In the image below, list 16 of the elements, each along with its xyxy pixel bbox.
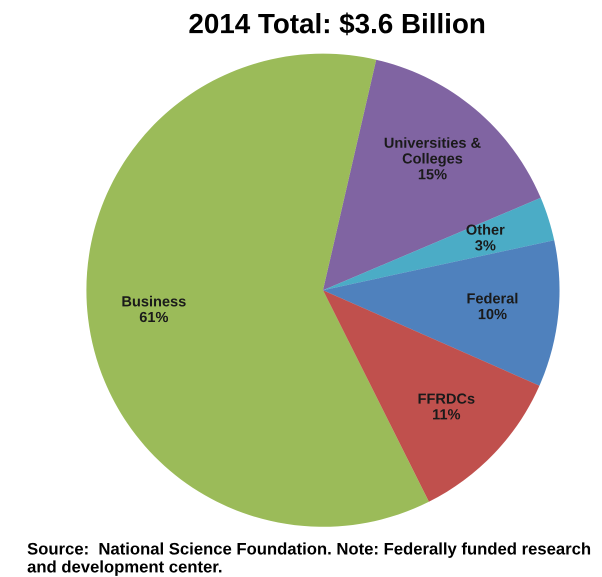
slice-label: FFRDCs xyxy=(418,393,474,404)
data-label: 11% xyxy=(433,409,460,420)
data-label: 61% xyxy=(140,312,168,322)
slice-label: Universities & Colleges xyxy=(384,137,481,167)
pie-slice xyxy=(322,60,541,290)
pie-slice xyxy=(322,198,554,290)
source-note: Source: National Science Foundation. Note: Federally funded research and development center. xyxy=(28,542,590,576)
chart-title: 2014 Total: $3.6 Billion xyxy=(189,12,484,36)
data-label: 10% xyxy=(478,308,507,320)
slice-label: Business xyxy=(122,296,186,306)
data-label: 15% xyxy=(418,169,447,180)
slice-label: Federal xyxy=(467,292,518,304)
data-label: 3% xyxy=(475,240,496,251)
slice-label: Other xyxy=(466,224,505,235)
pie-slice xyxy=(322,290,540,502)
pie-slice xyxy=(322,240,560,386)
